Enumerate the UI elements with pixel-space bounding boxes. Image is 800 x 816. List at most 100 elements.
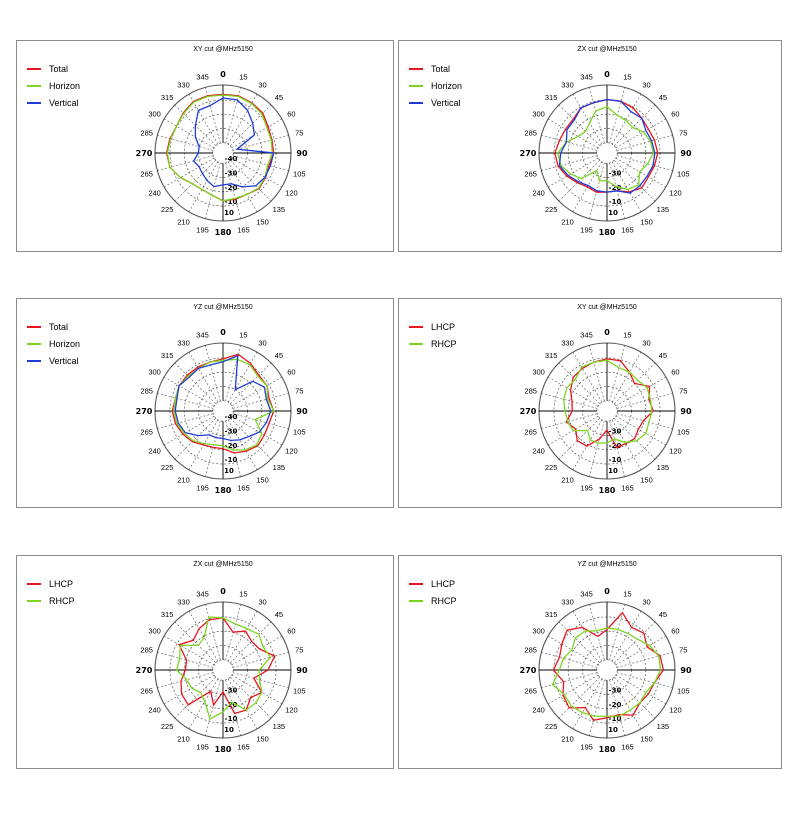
angle-tick-label: 45 <box>275 93 283 102</box>
angle-tick-label: 105 <box>293 169 306 178</box>
series-line-vertical <box>174 354 272 442</box>
series-line-horizon <box>166 94 273 202</box>
chart-panel-xy-cp: XY cut @MHz5150 0 15 30 45 60 75 90 105 120 135 150… <box>398 298 782 508</box>
angle-tick-label: 195 <box>196 225 209 234</box>
angle-tick-label: 240 <box>148 447 161 456</box>
chart-panel-zx-total: ZX cut @MHz5150 0 15 30 45 60 75 90 105 120 135 150… <box>398 40 782 252</box>
angle-tick-label: 315 <box>545 610 558 619</box>
angle-tick-label: 0 <box>220 328 226 337</box>
grid-spoke <box>205 679 221 736</box>
angle-tick-label: 330 <box>177 339 190 348</box>
grid-spoke <box>547 157 599 188</box>
grid-spoke <box>231 376 283 407</box>
grid-spoke <box>174 418 216 460</box>
radial-tick-label: -40 <box>225 155 238 163</box>
radial-tick-label: -30 <box>225 686 238 694</box>
angle-tick-label: 135 <box>273 722 286 731</box>
angle-tick-label: 270 <box>520 666 537 675</box>
angle-tick-label: 195 <box>196 483 209 492</box>
angle-tick-label: 330 <box>561 339 574 348</box>
series-line-rhcp <box>562 359 653 444</box>
grid-spoke <box>572 678 603 730</box>
chart-title: XY cut @MHz5150 <box>577 304 637 311</box>
angle-tick-label: 60 <box>287 110 295 119</box>
grid-spoke <box>163 157 215 188</box>
angle-tick-label: 285 <box>140 129 153 138</box>
angle-tick-label: 120 <box>669 706 682 715</box>
angle-tick-label: 195 <box>196 742 209 751</box>
grid-spoke <box>616 652 673 668</box>
polar-chart: YZ cut @MHz5150 0 15 30 45 60 75 90 105 120 135 150… <box>27 304 308 495</box>
angle-tick-label: 45 <box>659 610 667 619</box>
series-line-vertical <box>192 97 275 188</box>
legend-label: Horizon <box>49 339 80 349</box>
angle-tick-label: 300 <box>532 110 545 119</box>
angle-tick-label: 345 <box>196 331 209 340</box>
grid-spoke <box>589 345 605 402</box>
grid-spoke <box>232 135 289 151</box>
chart-panel-zx-cp: ZX cut @MHz5150 0 15 30 45 60 75 90 105 120 135 150… <box>16 555 394 769</box>
angle-tick-label: 225 <box>545 205 558 214</box>
series-line-rhcp <box>175 616 272 720</box>
angle-tick-label: 315 <box>545 93 558 102</box>
angle-tick-label: 315 <box>545 351 558 360</box>
angle-tick-label: 225 <box>161 463 174 472</box>
series-line-horizon <box>173 358 275 451</box>
angle-tick-label: 265 <box>524 427 537 436</box>
angle-tick-label: 120 <box>285 447 298 456</box>
legend-label: RHCP <box>431 339 457 349</box>
grid-spoke <box>205 604 221 661</box>
angle-tick-label: 270 <box>136 407 153 416</box>
angle-tick-label: 150 <box>640 734 653 743</box>
radial-tick-label: 10 <box>608 726 618 734</box>
radial-tick-label: 10 <box>608 467 618 475</box>
grid-ring <box>596 142 618 164</box>
angle-tick-label: 0 <box>604 328 610 337</box>
angle-tick-label: 180 <box>215 228 232 237</box>
chart-title: XY cut @MHz5150 <box>193 46 253 53</box>
series-line-vertical <box>558 98 656 194</box>
angle-tick-label: 165 <box>621 225 634 234</box>
grid-spoke <box>615 674 667 705</box>
grid-spoke <box>614 677 656 719</box>
angle-tick-label: 330 <box>177 81 190 90</box>
angle-tick-label: 15 <box>623 73 631 82</box>
grid-spoke <box>589 679 605 736</box>
grid-spoke <box>558 160 600 202</box>
radial-tick-label: -20 <box>609 701 622 709</box>
angle-tick-label: 120 <box>285 189 298 198</box>
radial-tick-label: -20 <box>609 184 622 192</box>
angle-tick-label: 195 <box>580 225 593 234</box>
angle-tick-label: 240 <box>148 189 161 198</box>
grid-spoke <box>615 376 667 407</box>
radial-tick-label: -30 <box>609 686 622 694</box>
grid-spoke <box>541 155 598 171</box>
grid-spoke <box>188 610 219 662</box>
chart-title: YZ cut @MHz5150 <box>577 561 636 568</box>
grid-spoke <box>547 376 599 407</box>
angle-tick-label: 105 <box>677 686 690 695</box>
grid-spoke <box>163 415 215 446</box>
angle-tick-label: 270 <box>520 407 537 416</box>
grid-spoke <box>231 157 283 188</box>
angle-tick-label: 330 <box>561 81 574 90</box>
grid-spoke <box>231 674 283 705</box>
series-line-rhcp <box>551 627 662 717</box>
grid-spoke <box>609 679 625 736</box>
angle-tick-label: 60 <box>671 627 679 636</box>
grid-spoke <box>230 621 272 663</box>
radial-tick-label: -10 <box>225 715 238 723</box>
radial-tick-label: -10 <box>225 456 238 464</box>
angle-tick-label: 265 <box>140 427 153 436</box>
radial-tick-label: -20 <box>225 442 238 450</box>
grid-ring <box>212 659 234 681</box>
grid-spoke <box>231 118 283 149</box>
angle-tick-label: 285 <box>140 387 153 396</box>
radial-tick-label: -10 <box>609 456 622 464</box>
grid-spoke <box>157 135 214 151</box>
angle-tick-label: 135 <box>657 722 670 731</box>
legend-label: Total <box>431 64 450 74</box>
angle-tick-label: 30 <box>258 81 266 90</box>
legend-label: RHCP <box>431 596 457 606</box>
legend-label: Vertical <box>49 356 79 366</box>
